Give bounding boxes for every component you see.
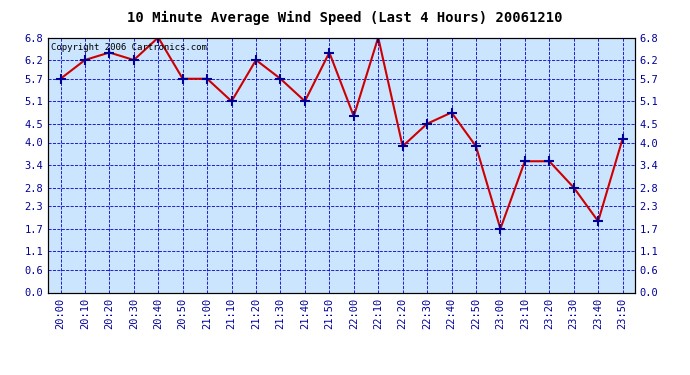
Text: 10 Minute Average Wind Speed (Last 4 Hours) 20061210: 10 Minute Average Wind Speed (Last 4 Hou… xyxy=(127,11,563,26)
Text: Copyright 2006 Cartronics.com: Copyright 2006 Cartronics.com xyxy=(51,43,207,52)
